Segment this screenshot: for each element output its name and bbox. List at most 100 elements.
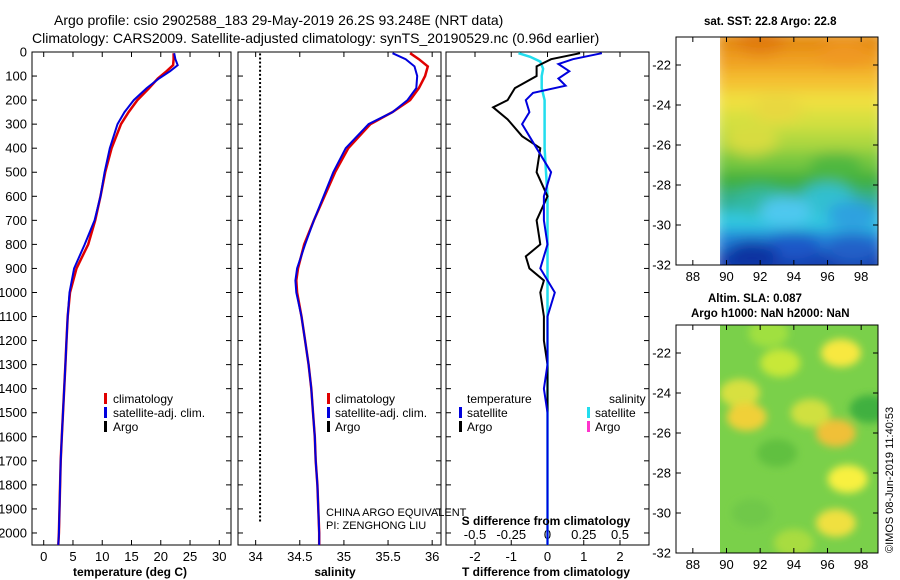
sst-map-frame (675, 36, 879, 266)
argo-salinity-point (259, 445, 262, 448)
argo-salinity-point (259, 396, 262, 399)
argo-salinity-point (259, 282, 262, 285)
temperature-satellite-adj-line (57, 53, 179, 545)
argo-salinity-point (259, 265, 262, 268)
lat-tick-label: -30 (652, 218, 671, 233)
s-diff-tick-label: 0.25 (571, 527, 596, 542)
argo-salinity-point (259, 257, 262, 260)
argo-salinity-point (259, 167, 262, 170)
credit-line-2: PI: ZENGHONG LIU (326, 520, 426, 532)
argo-salinity-point (259, 474, 262, 477)
argo-salinity-point (259, 482, 262, 485)
figure-title-line1: Argo profile: csio 2902588_183 29-May-20… (54, 12, 503, 28)
depth-tick-label: 800 (5, 237, 27, 252)
sla-map-lon-axis: 88 90 92 94 96 98 (686, 325, 868, 572)
argo-salinity-point (259, 225, 262, 228)
argo-salinity-point (259, 180, 262, 183)
argo-salinity-point (259, 437, 262, 440)
argo-salinity-point (259, 413, 262, 416)
argo-salinity-point (259, 417, 262, 420)
depth-tick-label: 1700 (0, 453, 27, 468)
argo-salinity-dotted-trace (259, 53, 262, 522)
argo-salinity-point (259, 163, 262, 166)
argo-salinity-point (259, 241, 262, 244)
temperature-axis-label: temperature (deg C) (73, 565, 187, 579)
salinity-satellite-adj-line (294, 52, 419, 545)
lon-tick-label: 90 (719, 269, 733, 284)
sst-patch (809, 151, 862, 179)
argo-salinity-point (259, 302, 262, 305)
x-tick-label: 35 (337, 549, 351, 564)
argo-salinity-point (259, 57, 262, 60)
sla-patch (757, 439, 797, 467)
depth-tick-label: 1200 (0, 333, 27, 348)
x-tick-label: 0 (544, 549, 551, 564)
argo-salinity-point (259, 159, 262, 162)
argo-salinity-point (259, 278, 262, 281)
legend-argo: Argo (113, 420, 139, 434)
argo-salinity-point (259, 343, 262, 346)
t-difference-satellite-line (520, 52, 603, 545)
difference-legend: temperature satellite Argo salinity sate… (459, 392, 646, 434)
argo-salinity-point (259, 204, 262, 207)
argo-salinity-point (259, 86, 262, 89)
x-tick-label: -1 (505, 549, 517, 564)
sst-patch (751, 95, 803, 123)
depth-tick-label: 1100 (0, 309, 27, 324)
argo-salinity-point (259, 315, 262, 318)
sla-map-lat-axis: -22 -24 -26 -28 -30 -32 (652, 346, 878, 561)
lon-tick-label: 98 (854, 269, 868, 284)
lon-tick-label: 90 (719, 557, 733, 572)
depth-tick-label: 0 (20, 45, 27, 60)
argo-salinity-point (259, 94, 262, 97)
sla-map-heatmap (720, 325, 878, 553)
temperature-panel-frame (31, 51, 232, 546)
argo-salinity-point (259, 196, 262, 199)
argo-salinity-point (259, 433, 262, 436)
argo-salinity-point (259, 466, 262, 469)
argo-salinity-point (259, 360, 262, 363)
sla-patch (849, 395, 878, 423)
argo-salinity-point (259, 65, 262, 68)
lat-tick-label: -24 (652, 386, 671, 401)
imos-stamp: ©IMOS 08-Jun-2019 11:40:53 (884, 407, 896, 553)
sst-patch (725, 127, 778, 155)
sst-patch (734, 37, 787, 55)
sla-patch (815, 509, 856, 537)
argo-salinity-point (259, 425, 262, 428)
argo-salinity-point (259, 135, 262, 138)
argo-salinity-point (259, 449, 262, 452)
argo-salinity-point (259, 319, 262, 322)
argo-salinity-point (259, 53, 262, 56)
legend-temperature-heading: temperature (467, 392, 532, 406)
argo-salinity-point (259, 490, 262, 493)
depth-tick-label: 1000 (0, 285, 27, 300)
depth-tick-label: 600 (5, 189, 27, 204)
depth-tick-label: 400 (5, 141, 27, 156)
depth-tick-label: 1300 (0, 357, 27, 372)
argo-salinity-point (259, 339, 262, 342)
argo-salinity-point (259, 61, 262, 64)
lon-tick-label: 98 (854, 557, 868, 572)
argo-salinity-point (259, 147, 262, 150)
x-tick-label: 36 (425, 549, 439, 564)
argo-salinity-point (259, 494, 262, 497)
lon-tick-label: 88 (686, 269, 700, 284)
lat-tick-label: -26 (652, 138, 671, 153)
legend-climatology: climatology (113, 392, 173, 406)
argo-salinity-point (259, 376, 262, 379)
argo-salinity-point (259, 143, 262, 146)
argo-salinity-point (259, 106, 262, 109)
argo-salinity-point (259, 347, 262, 350)
sst-patch (767, 231, 820, 259)
temperature-x-axis: 0 5 10 15 20 25 30 (40, 52, 227, 564)
lon-tick-label: 92 (753, 269, 767, 284)
lat-tick-label: -22 (652, 58, 671, 73)
lon-tick-label: 94 (787, 557, 801, 572)
lat-tick-label: -24 (652, 98, 671, 113)
argo-salinity-point (259, 122, 262, 125)
sla-patch (726, 403, 767, 431)
argo-salinity-point (259, 478, 262, 481)
argo-salinity-point (259, 82, 262, 85)
legend-s-satellite: satellite (595, 406, 636, 420)
